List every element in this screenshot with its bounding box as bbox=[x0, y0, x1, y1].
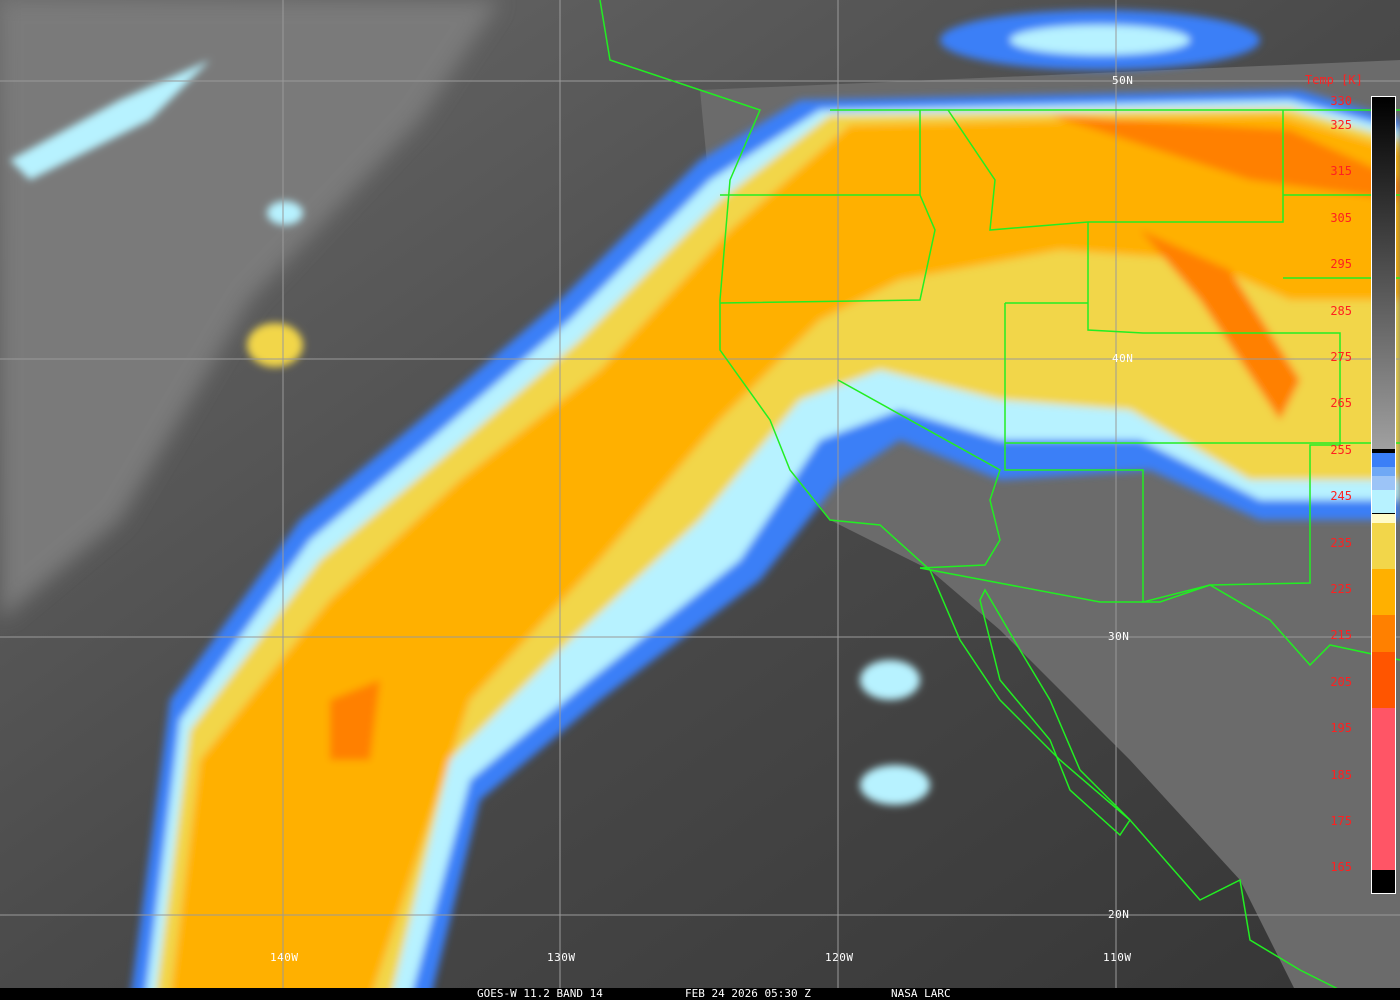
image-datetime: FEB 24 2026 05:30 Z bbox=[685, 987, 811, 1000]
colorbar-tick-label: 255 bbox=[1330, 442, 1352, 457]
colorbar-tick-label: 205 bbox=[1330, 674, 1352, 689]
political-borders bbox=[599, 0, 1400, 991]
colorbar-band bbox=[1372, 467, 1395, 477]
colorbar-tick-label: 235 bbox=[1330, 535, 1352, 550]
colorbar-tick-label: 325 bbox=[1330, 118, 1352, 132]
colorbar-band bbox=[1372, 707, 1395, 870]
lat-label-20n: 20N bbox=[1108, 908, 1130, 921]
satellite-band: GOES-W 11.2 BAND 14 bbox=[477, 987, 603, 1000]
colorbar-gradient bbox=[1372, 97, 1395, 449]
colorbar-tick-label: 305 bbox=[1330, 210, 1352, 225]
colorbar-tick-label: 215 bbox=[1330, 628, 1352, 643]
colorbar-band bbox=[1372, 569, 1395, 616]
image-source: NASA LARC bbox=[891, 987, 951, 1000]
colorbar-tick-label: 265 bbox=[1330, 396, 1352, 411]
colorbar-band bbox=[1372, 453, 1395, 468]
lat-label-40n: 40N bbox=[1112, 352, 1134, 365]
colorbar-band bbox=[1372, 490, 1395, 514]
colorbar-tick-label: 315 bbox=[1330, 164, 1352, 179]
lat-label-30n: 30N bbox=[1108, 630, 1130, 643]
temperature-colorbar bbox=[1371, 96, 1396, 894]
colorbar-tick-label: 225 bbox=[1330, 582, 1352, 596]
lon-label-130w: 130W bbox=[547, 951, 576, 964]
colorbar-band bbox=[1372, 652, 1395, 708]
caption-bar: GOES-W 11.2 BAND 14 FEB 24 2026 05:30 Z … bbox=[0, 988, 1400, 1000]
lat-label-50n: 50N bbox=[1112, 74, 1134, 87]
colorbar-tick-label: 185 bbox=[1330, 767, 1352, 782]
colorbar-tick-label: 245 bbox=[1330, 489, 1352, 504]
colorbar-tick-label: 165 bbox=[1330, 860, 1352, 875]
lon-label-110w: 110W bbox=[1103, 951, 1132, 964]
colorbar-band bbox=[1372, 522, 1395, 570]
colorbar-tick-label: 275 bbox=[1330, 350, 1352, 364]
colorbar-band bbox=[1372, 476, 1395, 491]
colorbar-title: Temp [K] bbox=[1305, 73, 1363, 87]
colorbar-band bbox=[1372, 513, 1395, 523]
colorbar-tick-label: 195 bbox=[1330, 721, 1352, 736]
cloud-band bbox=[130, 90, 1400, 1000]
colorbar-tick-label: 285 bbox=[1330, 303, 1352, 318]
colorbar-tick-label: 330 bbox=[1330, 94, 1352, 108]
colorbar-band bbox=[1372, 615, 1395, 653]
lon-label-120w: 120W bbox=[825, 951, 854, 964]
colorbar-tick-label: 295 bbox=[1330, 257, 1352, 272]
lon-label-140w: 140W bbox=[270, 951, 299, 964]
colorbar-tick-label: 175 bbox=[1330, 814, 1352, 828]
